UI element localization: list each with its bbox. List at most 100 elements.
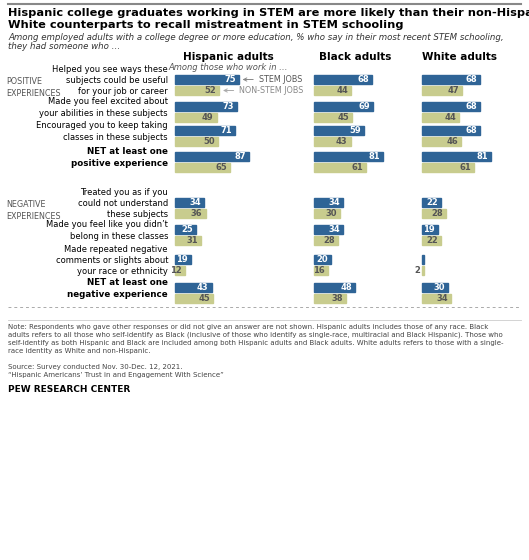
Bar [175,126,235,135]
Text: 44: 44 [336,86,349,95]
Text: 19: 19 [177,255,188,264]
Text: 28: 28 [323,236,335,245]
Text: 68: 68 [465,102,477,111]
Text: “Hispanic Americans’ Trust in and Engagement With Science”: “Hispanic Americans’ Trust in and Engage… [8,372,224,378]
Text: 69: 69 [358,102,370,111]
Bar [422,113,459,122]
Bar [175,75,239,84]
Text: Among those who work in …: Among those who work in … [168,63,288,72]
Text: Among employed adults with a college degree or more education, % who say in thei: Among employed adults with a college deg… [8,33,504,42]
Text: 34: 34 [329,198,340,207]
Text: 12: 12 [170,266,182,275]
Text: 31: 31 [187,236,198,245]
Text: Treated you as if you
could not understand
these subjects: Treated you as if you could not understa… [78,188,168,220]
Text: 22: 22 [426,198,437,207]
Bar [314,209,340,218]
Bar [422,163,474,172]
Text: 50: 50 [203,137,214,146]
Text: 47: 47 [448,86,459,95]
Bar [422,225,438,234]
Text: 46: 46 [446,137,458,146]
Text: 2: 2 [415,255,421,264]
Text: PEW RESEARCH CENTER: PEW RESEARCH CENTER [8,385,130,394]
Text: 34: 34 [329,225,340,234]
Text: 75: 75 [224,75,236,84]
Bar [175,137,217,146]
Text: 61: 61 [459,163,471,172]
Bar [314,198,343,207]
Text: 2: 2 [415,266,421,275]
Bar [175,294,213,303]
Text: 30: 30 [325,209,336,218]
Bar [175,198,204,207]
Text: 71: 71 [221,126,232,135]
Text: 68: 68 [465,75,477,84]
Bar [422,255,424,264]
Bar [175,152,249,161]
Bar [314,75,372,84]
Bar [175,113,217,122]
Bar [175,102,237,111]
Bar [314,86,351,95]
Bar [314,255,331,264]
Text: Made repeated negative
comments or slights about
your race or ethnicity: Made repeated negative comments or sligh… [56,245,168,277]
Bar [422,152,491,161]
Text: 81: 81 [368,152,380,161]
Text: 73: 73 [223,102,234,111]
Bar [314,266,327,275]
Text: 59: 59 [350,126,361,135]
Bar [314,294,346,303]
Bar [175,86,219,95]
Bar [175,163,230,172]
Text: 43: 43 [197,283,208,292]
Bar [314,152,383,161]
Bar [422,137,461,146]
Text: NET at least one
positive experience: NET at least one positive experience [71,147,168,168]
Text: 34: 34 [189,198,201,207]
Text: 43: 43 [336,137,348,146]
Text: Encouraged you to keep taking
classes in these subjects: Encouraged you to keep taking classes in… [37,122,168,142]
Text: Made you feel like you didn’t
belong in these classes: Made you feel like you didn’t belong in … [46,220,168,241]
Bar [422,126,480,135]
Text: 48: 48 [340,283,352,292]
Bar [422,209,446,218]
Bar [175,283,212,292]
Bar [422,198,441,207]
Text: Source: Survey conducted Nov. 30-Dec. 12, 2021.: Source: Survey conducted Nov. 30-Dec. 12… [8,364,183,370]
Text: 44: 44 [445,113,457,122]
Text: POSITIVE
EXPERIENCES: POSITIVE EXPERIENCES [6,77,61,98]
Text: 20: 20 [316,255,328,264]
Bar [314,283,355,292]
Text: 25: 25 [181,225,193,234]
Text: 87: 87 [234,152,246,161]
Bar [175,225,196,234]
Text: Helped you see ways these
subjects could be useful
for your job or career: Helped you see ways these subjects could… [52,64,168,96]
Text: 68: 68 [465,126,477,135]
Text: 49: 49 [202,113,214,122]
Text: 22: 22 [426,236,437,245]
Bar [175,266,185,275]
Bar [422,283,448,292]
Text: 28: 28 [431,209,443,218]
Text: NON-STEM JOBS: NON-STEM JOBS [224,86,304,95]
Text: 61: 61 [351,163,363,172]
Text: 36: 36 [191,209,203,218]
Text: Note: Respondents who gave other responses or did not give an answer are not sho: Note: Respondents who gave other respons… [8,324,504,354]
Text: 30: 30 [433,283,444,292]
Bar [422,75,480,84]
Text: they had someone who …: they had someone who … [8,42,120,51]
Bar [314,102,372,111]
Text: 45: 45 [338,113,349,122]
Bar [314,137,351,146]
Text: 19: 19 [424,225,435,234]
Text: 16: 16 [313,266,325,275]
Bar [314,113,352,122]
Text: 34: 34 [436,294,448,303]
Text: 38: 38 [332,294,343,303]
Text: 45: 45 [198,294,210,303]
Text: Black adults: Black adults [319,52,391,62]
Bar [422,236,441,245]
Text: 65: 65 [215,163,227,172]
Bar [314,163,366,172]
Bar [314,236,338,245]
